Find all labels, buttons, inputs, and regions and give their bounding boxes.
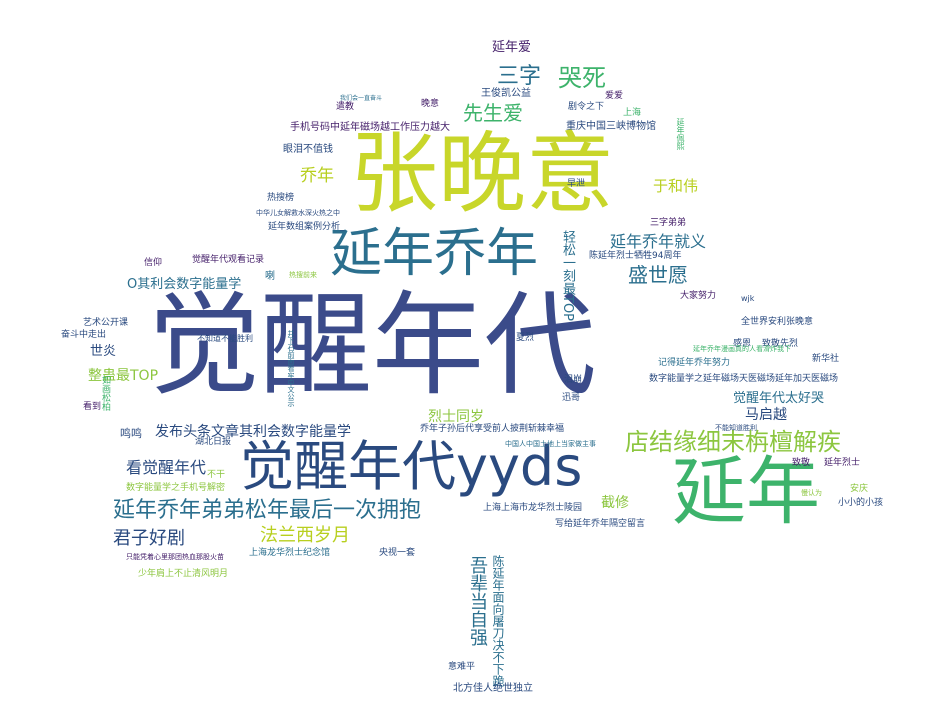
word-yishu: 艺术公开课 bbox=[83, 318, 129, 328]
word-yinanping: 意难平 bbox=[448, 662, 476, 672]
word-jinianguan: 上海龙华烈士纪念馆 bbox=[249, 548, 331, 558]
word-shiyan: 世炎 bbox=[90, 344, 117, 359]
word-bugan: 不干 bbox=[207, 470, 226, 480]
word-wubei: 吾辈当自强 bbox=[467, 556, 488, 646]
word-bunengshengli: 不知道不能胜利 bbox=[197, 334, 253, 343]
word-resou-qianlai: 热搜前来 bbox=[289, 271, 317, 279]
word-qiaonian: 乔年 bbox=[300, 166, 334, 186]
word-zaoxie: 早泄 bbox=[567, 179, 586, 189]
word-jiexiu: 截修 bbox=[601, 495, 629, 511]
word-xinhuashe: 新华社 bbox=[812, 354, 840, 364]
word-sanzi: 三字 bbox=[497, 64, 542, 89]
word-beifang: 北方佳人绝世独立 bbox=[453, 683, 533, 694]
word-zhonghua: 中华儿女解救水深火热之中 bbox=[256, 209, 340, 217]
word-yannian-qiaonian: 延年乔年 bbox=[330, 224, 539, 284]
word-yannian: 延年 bbox=[672, 449, 820, 535]
word-shuzu: 延年数组案例分析_ bbox=[268, 222, 345, 232]
word-zhijing: 致敬 bbox=[792, 458, 811, 468]
word-wjk-gongyi: 王俊凯公益 bbox=[481, 88, 531, 99]
word-wjk: wjk bbox=[741, 294, 755, 303]
word-qianjiao: 遣教 bbox=[336, 102, 355, 112]
word-zhenggu: 整蛊最TOP bbox=[88, 368, 159, 384]
word-taihaoku: 觉醒年代太好哭 bbox=[733, 391, 825, 406]
word-jide: 记得延年乔年努力 bbox=[658, 358, 731, 368]
word-aiai: 爱爱 bbox=[605, 91, 624, 101]
word-rexue: 只能凭着心里那团热血那股火苗 bbox=[126, 553, 224, 561]
word-juexingniandai: 觉醒年代 bbox=[148, 281, 596, 411]
word-guankan: 觉醒年代观看记录 bbox=[192, 255, 265, 265]
word-fendou: 奋斗中走出 bbox=[61, 330, 107, 340]
word-shop: 店结缘细末栴檀解疾 bbox=[625, 428, 841, 456]
word-anqing: 安庆 bbox=[850, 484, 869, 494]
word-tianyi: 数字能量学之延年磁场天医磁场延年加天医磁场 bbox=[649, 374, 839, 384]
word-wanyi: 晚意 bbox=[421, 99, 440, 109]
word-peixi: 延年佩熙 bbox=[676, 118, 685, 150]
word-gongshi: 井下石前面看牢中文公示 bbox=[287, 330, 295, 407]
word-longhua-lingyuan: 上海上海市龙华烈士陵园 bbox=[483, 503, 583, 513]
word-last-hug: 延年乔年弟弟松年最后一次拥抱 bbox=[113, 498, 422, 523]
word-xiaohai: 小小的小孩 bbox=[838, 498, 884, 508]
word-qilihui: O其利会数字能量学 bbox=[127, 277, 242, 292]
word-fendou-2: 我们会一直奋斗 bbox=[340, 95, 383, 102]
word-wuwu: 鸣鸣 bbox=[120, 427, 142, 440]
word-kan-juexing: 看觉醒年代 bbox=[126, 458, 207, 477]
word-ganen: 感恩 bbox=[733, 339, 752, 349]
word-anli: 全世界安利张晚意 bbox=[741, 317, 814, 327]
word-junzi: 君子好剧 bbox=[113, 528, 185, 549]
word-yuhewei: 于和伟 bbox=[653, 177, 699, 195]
word-songbai: 如画松柏 bbox=[100, 375, 110, 411]
word-zhangwanyi: 张晚意 bbox=[350, 122, 615, 225]
word-falanxi: 法兰西岁月 bbox=[260, 525, 350, 546]
word-94: 陈延年烈士牺牲94周年 bbox=[589, 251, 682, 261]
word-sanxia: 重庆中国三峡博物馆 bbox=[566, 121, 656, 132]
word-butuoxia: 陈延年面向屠刀决不下跪 bbox=[491, 555, 505, 687]
word-shoujihao: 手机号码中延年磁场越工作压力越大 bbox=[290, 122, 450, 133]
word-juling: 剧令之下 bbox=[568, 102, 605, 112]
word-yannian-ai: 延年爱 bbox=[492, 40, 532, 55]
word-dajia-nuli: 大家努力 bbox=[680, 291, 717, 301]
word-kandao: 看到 bbox=[83, 402, 102, 412]
word-zisun: 乔年子孙后代享受前人披荆斩棘幸福 bbox=[420, 424, 565, 434]
word-xinyang: 信仰 bbox=[144, 258, 163, 268]
word-bunengzhidao: 不能知道胜利 bbox=[715, 424, 757, 432]
word-toutiao: 发布头条文章其利会数字能量学 bbox=[155, 424, 351, 440]
word-qingsong: 轻松一刻最TOP bbox=[560, 230, 575, 322]
word-shengshiyuan: 盛世愿 bbox=[628, 263, 688, 287]
word-shanghai: 上海 bbox=[623, 108, 642, 118]
word-leibeng: 泪崩 bbox=[564, 375, 583, 385]
word-hubei: 湖北日报 bbox=[195, 437, 232, 447]
word-jiemi: 数字能量学之手机号解密 bbox=[126, 483, 226, 493]
word-manrenwei: 慢认为 bbox=[801, 489, 822, 497]
word-shaonian: 少年肩上不止清风明月 bbox=[138, 569, 229, 579]
word-yanlei: 眼泪不值钱 bbox=[283, 144, 333, 155]
word-juexing-yyds: 觉醒年代yyds bbox=[240, 435, 583, 498]
word-xiansheng-ai: 先生爱 bbox=[463, 101, 523, 125]
word-xialie: 夏烈 bbox=[516, 333, 535, 343]
word-zhijing-xianlie: 致敬先烈 bbox=[762, 339, 799, 349]
word-dangjia: 中国人中国土地上当家做主事 bbox=[505, 440, 596, 448]
word-resoubang: 热搜榜 bbox=[267, 193, 295, 203]
word-xunge: 迅哥 bbox=[562, 393, 581, 403]
word-liuyan: 写给延年乔年隔空留言 bbox=[555, 519, 646, 529]
word-lieshi-tongsui: 烈士同岁 bbox=[428, 409, 484, 425]
word-la: 喇 bbox=[265, 271, 275, 282]
word-sanzi-didi: 三字弟弟 bbox=[650, 218, 687, 228]
word-maqiyue: 马启越 bbox=[745, 407, 787, 423]
word-manhua: 延年乔年漫画真的人看滑炸我下 bbox=[693, 345, 791, 353]
word-jiuyi: 延年乔年就义 bbox=[610, 232, 707, 251]
word-yangshi: 央视一套 bbox=[379, 548, 416, 558]
word-kusi: 哭死 bbox=[558, 64, 606, 92]
word-yannian-lieshi: 延年烈士 bbox=[824, 458, 861, 468]
